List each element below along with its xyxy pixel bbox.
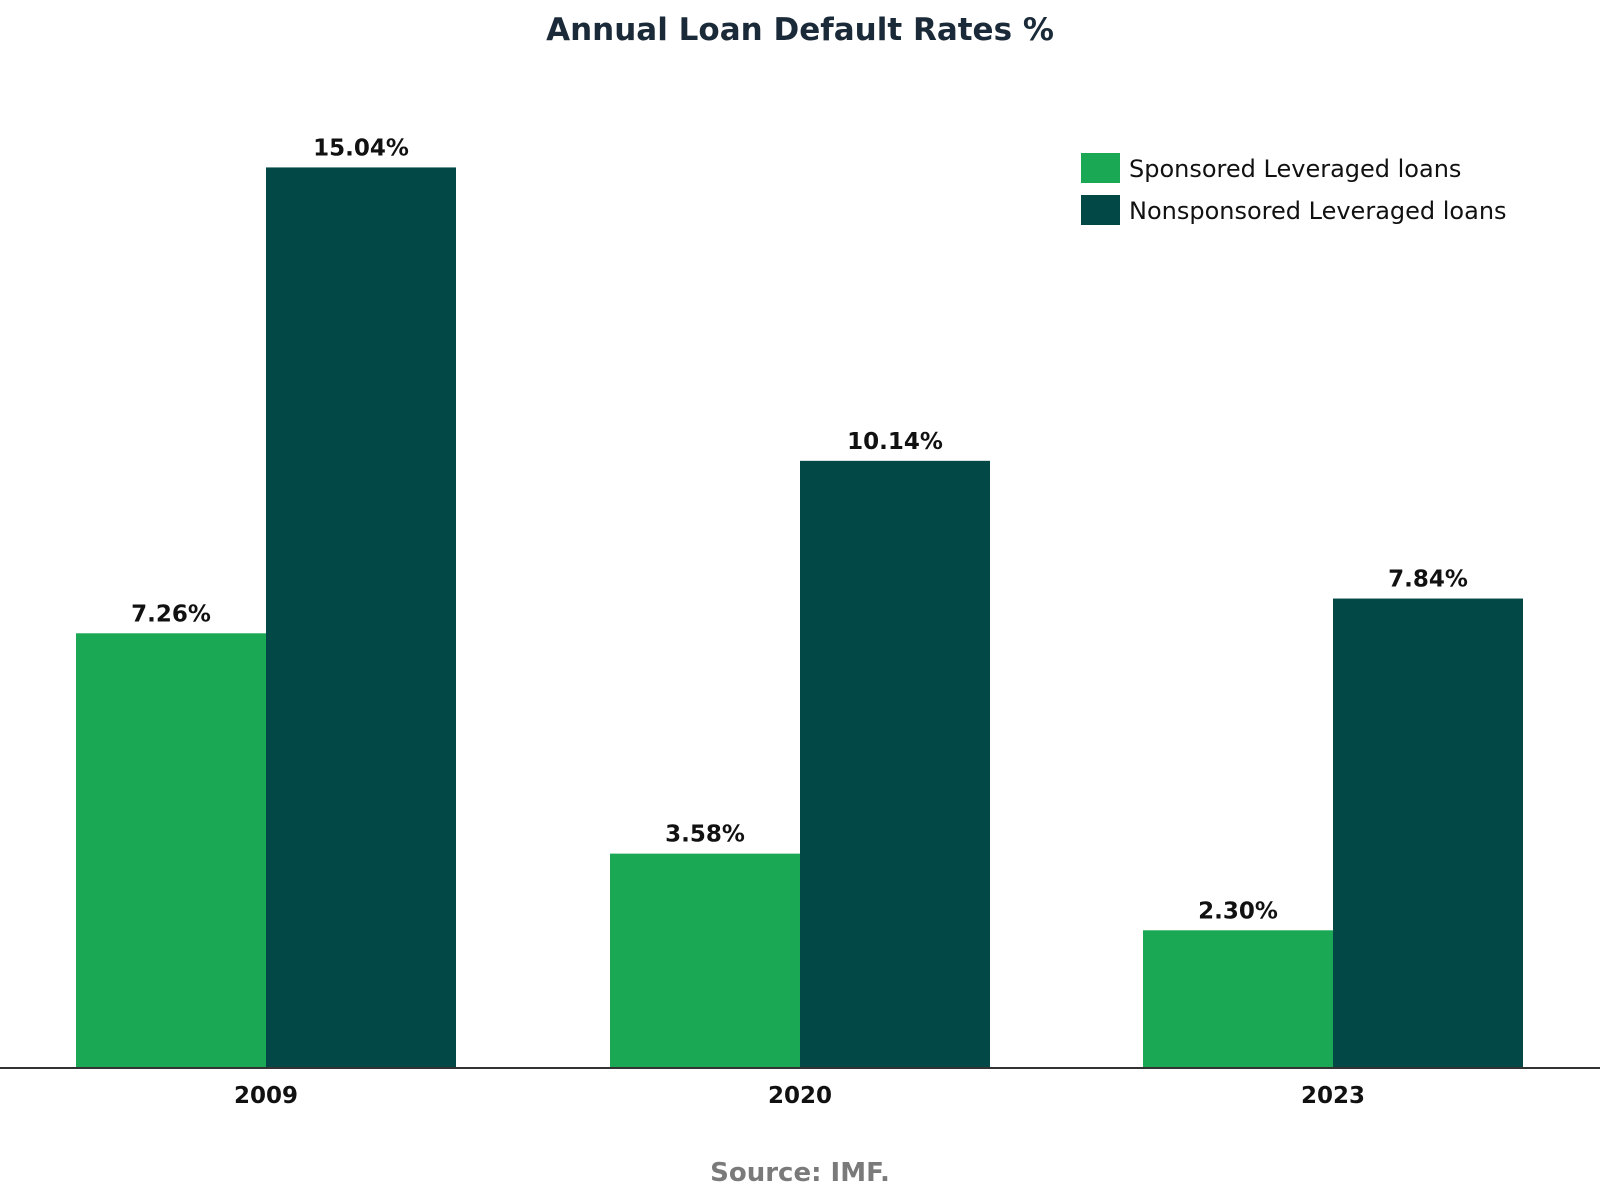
bars-group xyxy=(76,167,1523,1068)
value-label-sponsored-2020: 3.58% xyxy=(665,822,745,848)
legend-swatch-sponsored xyxy=(1081,153,1120,183)
value-label-nonsponsored-2023: 7.84% xyxy=(1388,567,1468,593)
x-tick-label-2023: 2023 xyxy=(1301,1083,1365,1109)
legend-label-nonsponsored: Nonsponsored Leveraged loans xyxy=(1129,197,1507,225)
legend-swatch-nonsponsored xyxy=(1081,195,1120,225)
value-label-nonsponsored-2009: 15.04% xyxy=(313,135,409,161)
value-label-sponsored-2009: 7.26% xyxy=(131,601,211,627)
x-axis-ticks: 2009 2020 2023 xyxy=(234,1083,1365,1109)
bar-nonsponsored-2020 xyxy=(800,460,990,1068)
legend-label-sponsored: Sponsored Leveraged loans xyxy=(1129,155,1461,183)
bar-sponsored-2023 xyxy=(1143,930,1333,1068)
bar-sponsored-2020 xyxy=(610,853,800,1068)
bar-sponsored-2009 xyxy=(76,633,266,1068)
value-label-sponsored-2023: 2.30% xyxy=(1198,898,1278,924)
value-labels-group: 7.26% 15.04% 3.58% 10.14% 2.30% 7.84% xyxy=(131,135,1468,924)
legend: Sponsored Leveraged loans Nonsponsored L… xyxy=(1081,153,1507,225)
x-tick-label-2009: 2009 xyxy=(234,1083,298,1109)
value-label-nonsponsored-2020: 10.14% xyxy=(847,429,943,455)
bar-nonsponsored-2023 xyxy=(1333,598,1523,1068)
x-tick-label-2020: 2020 xyxy=(768,1083,832,1109)
bar-nonsponsored-2009 xyxy=(266,167,456,1068)
chart-title: Annual Loan Default Rates % xyxy=(546,12,1054,48)
source-note: Source: IMF. xyxy=(710,1158,890,1188)
